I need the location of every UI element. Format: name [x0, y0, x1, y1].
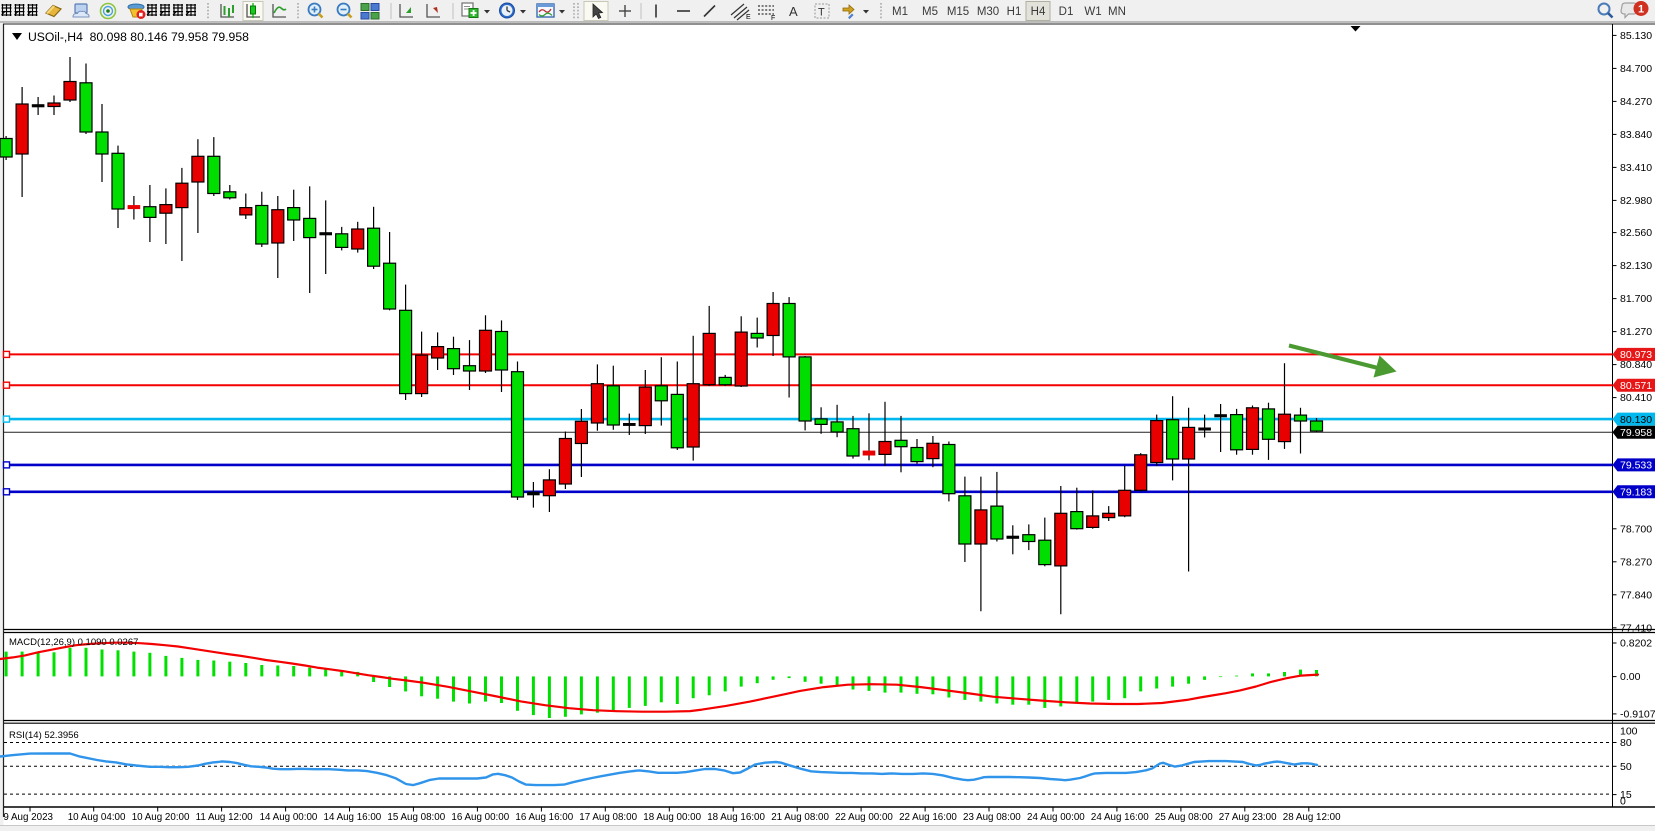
svg-text:50: 50 — [1620, 761, 1632, 773]
svg-text:T: T — [818, 7, 825, 19]
svg-text:14 Aug 16:00: 14 Aug 16:00 — [324, 812, 382, 823]
svg-text:H4: H4 — [1031, 6, 1046, 18]
svg-text:84.270: 84.270 — [1620, 96, 1652, 108]
svg-text:9 Aug 2023: 9 Aug 2023 — [3, 812, 53, 823]
svg-text:82.130: 82.130 — [1620, 260, 1652, 272]
svg-text:81.700: 81.700 — [1620, 293, 1652, 305]
svg-text:79.958: 79.958 — [1620, 427, 1652, 439]
svg-text:24 Aug 16:00: 24 Aug 16:00 — [1091, 812, 1149, 823]
svg-text:RSI(14) 52.3956: RSI(14) 52.3956 — [9, 730, 79, 741]
svg-text:M15: M15 — [947, 6, 969, 18]
svg-text:78.700: 78.700 — [1620, 523, 1652, 535]
svg-text:M1: M1 — [892, 6, 908, 18]
svg-text:22 Aug 16:00: 22 Aug 16:00 — [899, 812, 957, 823]
svg-text:82.980: 82.980 — [1620, 195, 1652, 207]
svg-text:M5: M5 — [922, 6, 938, 18]
svg-text:79.183: 79.183 — [1620, 487, 1652, 499]
svg-text:A: A — [789, 4, 798, 19]
svg-text:80.973: 80.973 — [1620, 349, 1652, 361]
svg-text:16 Aug 00:00: 16 Aug 00:00 — [451, 812, 509, 823]
svg-text:E: E — [746, 14, 751, 21]
svg-text:84.700: 84.700 — [1620, 63, 1652, 75]
svg-text:80.840: 80.840 — [1620, 359, 1652, 371]
svg-text:MN: MN — [1108, 6, 1126, 18]
svg-text:11 Aug 12:00: 11 Aug 12:00 — [196, 812, 254, 823]
svg-text:18 Aug 16:00: 18 Aug 16:00 — [707, 812, 765, 823]
svg-text:M30: M30 — [977, 6, 999, 18]
svg-text:15: 15 — [1620, 789, 1632, 801]
svg-text:0: 0 — [1620, 795, 1626, 807]
svg-text:15 Aug 08:00: 15 Aug 08:00 — [387, 812, 445, 823]
svg-text:MACD(12,26,9) 0.1090 0.0267: MACD(12,26,9) 0.1090 0.0267 — [9, 637, 138, 648]
svg-text:W1: W1 — [1084, 6, 1101, 18]
svg-text:83.410: 83.410 — [1620, 162, 1652, 174]
svg-text:24 Aug 00:00: 24 Aug 00:00 — [1027, 812, 1085, 823]
svg-text:H1: H1 — [1007, 6, 1022, 18]
svg-text:D1: D1 — [1059, 6, 1074, 18]
svg-text:F: F — [771, 15, 775, 22]
svg-text:18 Aug 00:00: 18 Aug 00:00 — [643, 812, 701, 823]
svg-text:16 Aug 16:00: 16 Aug 16:00 — [515, 812, 573, 823]
svg-text:22 Aug 00:00: 22 Aug 00:00 — [835, 812, 893, 823]
svg-text:0.8202: 0.8202 — [1620, 638, 1652, 650]
svg-text:28 Aug 12:00: 28 Aug 12:00 — [1283, 812, 1341, 823]
svg-text:25 Aug 08:00: 25 Aug 08:00 — [1155, 812, 1213, 823]
svg-text:81.270: 81.270 — [1620, 326, 1652, 338]
svg-text:14 Aug 00:00: 14 Aug 00:00 — [260, 812, 318, 823]
svg-text:-0.9107: -0.9107 — [1620, 708, 1655, 720]
svg-text:27 Aug 23:00: 27 Aug 23:00 — [1219, 812, 1277, 823]
svg-text:10 Aug 04:00: 10 Aug 04:00 — [68, 812, 126, 823]
svg-text:78.270: 78.270 — [1620, 556, 1652, 568]
svg-text:17 Aug 08:00: 17 Aug 08:00 — [579, 812, 637, 823]
svg-text:77.410: 77.410 — [1620, 622, 1652, 634]
svg-text:0.00: 0.00 — [1620, 671, 1641, 683]
svg-text:1: 1 — [1638, 4, 1644, 16]
svg-text:80.130: 80.130 — [1620, 414, 1652, 426]
svg-text:80.571: 80.571 — [1620, 380, 1652, 392]
svg-text:82.560: 82.560 — [1620, 227, 1652, 239]
svg-text:80.410: 80.410 — [1620, 392, 1652, 404]
svg-text:85.130: 85.130 — [1620, 30, 1652, 42]
svg-text:83.840: 83.840 — [1620, 129, 1652, 141]
svg-text:77.840: 77.840 — [1620, 589, 1652, 601]
svg-text:21 Aug 08:00: 21 Aug 08:00 — [771, 812, 829, 823]
svg-text:23 Aug 08:00: 23 Aug 08:00 — [963, 812, 1021, 823]
svg-text:10 Aug 20:00: 10 Aug 20:00 — [132, 812, 190, 823]
svg-text:USOil-,H4 80.098 80.146 79.95: USOil-,H4 80.098 80.146 79.958 79.958 — [28, 30, 249, 44]
svg-text:79.533: 79.533 — [1620, 460, 1652, 472]
svg-text:100: 100 — [1620, 726, 1638, 738]
svg-text:80: 80 — [1620, 737, 1632, 749]
